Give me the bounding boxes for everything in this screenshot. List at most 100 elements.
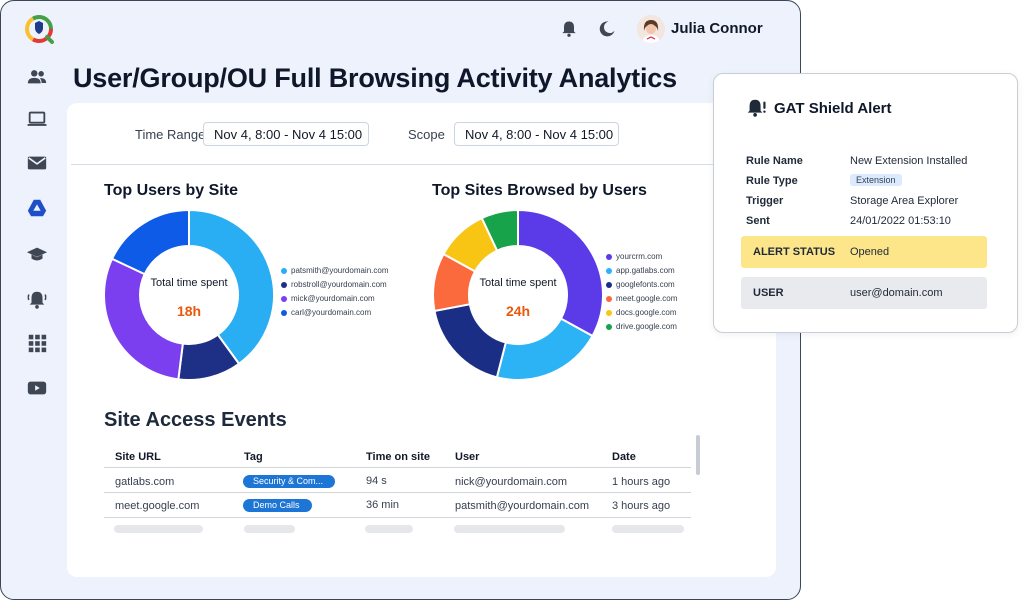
skeleton-bar (114, 525, 203, 533)
time-range-label: Time Range (135, 127, 206, 142)
alert-status-key: ALERT STATUS (753, 246, 836, 258)
rule-name-value: New Extension Installed (850, 155, 968, 167)
legend-item[interactable]: robstroll@yourdomain.com (281, 280, 387, 289)
cell-site-url: gatlabs.com (115, 476, 175, 488)
rule-name-key: Rule Name (746, 155, 803, 167)
cell-date: 1 hours ago (612, 476, 671, 488)
column-header-user[interactable]: User (455, 451, 480, 463)
rule-type-badge: Extension (850, 174, 902, 186)
legend-label: robstroll@yourdomain.com (291, 280, 387, 289)
legend-label: mick@yourdomain.com (291, 294, 375, 303)
cell-date: 3 hours ago (612, 500, 671, 512)
scope-input[interactable]: Nov 4, 8:00 - Nov 4 15:00 (454, 122, 619, 146)
legend-dot (606, 253, 612, 260)
center-value-sites: 24h (505, 303, 531, 319)
skeleton-bar (612, 525, 684, 533)
youtube-icon[interactable] (25, 376, 49, 400)
legend-dot (606, 323, 612, 330)
column-header-site-url[interactable]: Site URL (115, 451, 161, 463)
donut-slice-carl-yourdomain-com[interactable] (110, 209, 190, 276)
content-panel (67, 103, 776, 577)
legend-dot (606, 281, 612, 288)
legend-item[interactable]: carl@yourdomain.com (281, 308, 371, 317)
alert-status-row: ALERT STATUS Opened (741, 236, 987, 268)
legend-item[interactable]: patsmith@yourdomain.com (281, 266, 389, 275)
cell-time-on-site: 94 s (366, 475, 387, 487)
dark-mode-moon-icon[interactable] (595, 17, 619, 41)
rule-type-key: Rule Type (746, 175, 798, 187)
gat-shield-alert-card: GAT Shield Alert Rule Name New Extension… (713, 73, 1018, 333)
legend-item[interactable]: mick@yourdomain.com (281, 294, 375, 303)
legend-dot (281, 309, 287, 316)
users-by-site-donut[interactable] (103, 209, 275, 381)
user-name[interactable]: Julia Connor (671, 20, 763, 37)
alert-user-value: user@domain.com (850, 287, 943, 299)
legend-dot (606, 309, 612, 316)
legend-dot (606, 295, 612, 302)
legend-item[interactable]: yourcrm.com (606, 252, 662, 261)
legend-dot (281, 295, 287, 302)
legend-label: carl@yourdomain.com (291, 308, 372, 317)
legend-dot (606, 267, 612, 274)
legend-label: drive.google.com (616, 322, 677, 331)
trigger-key: Trigger (746, 195, 784, 207)
table-header-divider (104, 467, 691, 468)
users-icon[interactable] (25, 65, 49, 89)
app-window: Julia Connor User/Group/OU Full Browsing… (0, 0, 801, 600)
avatar[interactable] (637, 15, 665, 43)
legend-item[interactable]: docs.google.com (606, 308, 676, 317)
center-label-users: Total time spent (150, 277, 228, 289)
alert-status-value: Opened (850, 246, 890, 258)
row-divider (104, 517, 691, 518)
donut-slice-app-gatlabs-com[interactable] (495, 317, 594, 381)
donut-slice-patsmith-yourdomain-com[interactable] (188, 209, 275, 366)
cell-time-on-site: 36 min (366, 499, 400, 511)
sent-key: Sent (746, 215, 770, 227)
page-title: User/Group/OU Full Browsing Activity Ana… (73, 63, 677, 93)
tag-badge[interactable]: Demo Calls (243, 499, 312, 512)
donut-slice-yourcrm-com[interactable] (517, 209, 604, 338)
graduation-cap-icon[interactable] (25, 243, 49, 267)
tag-badge[interactable]: Security & Com... (243, 475, 335, 488)
drive-icon[interactable] (25, 196, 49, 220)
apps-grid-icon[interactable] (25, 331, 49, 355)
gat-logo-icon[interactable] (23, 13, 55, 45)
legend-label: docs.google.com (616, 308, 677, 317)
table-scrollbar[interactable] (696, 435, 700, 475)
legend-label: googlefonts.com (616, 280, 675, 289)
row-divider (104, 492, 691, 493)
sites-browsed-donut[interactable] (432, 209, 604, 381)
sent-value: 24/01/2022 01:53:10 (850, 215, 951, 227)
site-access-events-title: Site Access Events (104, 409, 287, 431)
trigger-value: Storage Area Explorer (850, 195, 959, 207)
legend-label: yourcrm.com (616, 252, 663, 261)
cell-site-url: meet.google.com (115, 500, 200, 512)
legend-label: app.gatlabs.com (616, 266, 675, 275)
skeleton-bar (365, 525, 413, 533)
donut-slice-mick-yourdomain-com[interactable] (103, 257, 184, 381)
alert-bell-icon (745, 97, 767, 119)
skeleton-bar (454, 525, 565, 533)
alert-bell-icon[interactable] (25, 288, 49, 312)
column-header-tag[interactable]: Tag (244, 451, 263, 463)
laptop-icon[interactable] (25, 107, 49, 131)
legend-item[interactable]: drive.google.com (606, 322, 677, 331)
legend-item[interactable]: meet.google.com (606, 294, 677, 303)
time-range-input[interactable]: Nov 4, 8:00 - Nov 4 15:00 (203, 122, 369, 146)
cell-user: nick@yourdomain.com (455, 476, 568, 488)
notification-bell-icon[interactable] (557, 17, 581, 41)
alert-user-row: USER user@domain.com (741, 277, 987, 309)
mail-icon[interactable] (25, 151, 49, 175)
legend-item[interactable]: app.gatlabs.com (606, 266, 675, 275)
column-header-date[interactable]: Date (612, 451, 636, 463)
center-label-sites: Total time spent (479, 277, 557, 289)
scope-label: Scope (408, 127, 445, 142)
legend-item[interactable]: googlefonts.com (606, 280, 675, 289)
divider (71, 164, 773, 165)
legend-label: meet.google.com (616, 294, 678, 303)
column-header-time-on-site[interactable]: Time on site (366, 451, 430, 463)
donut-slice-drive-google-com[interactable] (480, 209, 519, 252)
chart-title-users: Top Users by Site (104, 182, 238, 199)
legend-dot (281, 281, 287, 288)
alert-user-key: USER (753, 287, 784, 299)
